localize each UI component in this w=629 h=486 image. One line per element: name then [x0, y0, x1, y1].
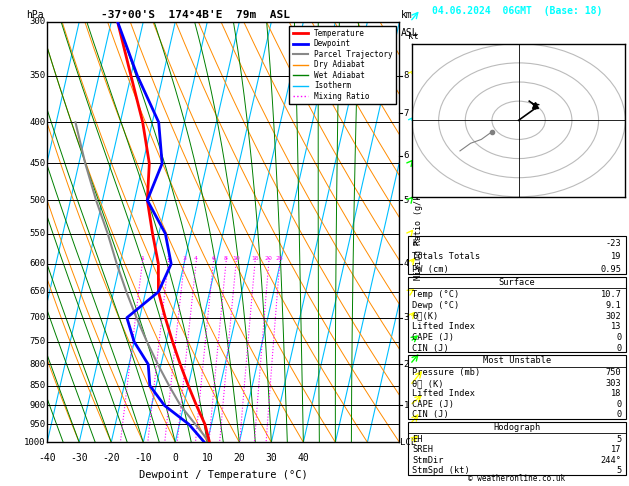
Text: 300: 300	[30, 17, 45, 26]
Text: 1: 1	[404, 401, 409, 410]
Text: 9.1: 9.1	[606, 301, 621, 310]
Text: 750: 750	[30, 337, 45, 347]
Text: 550: 550	[30, 229, 45, 238]
Text: Lifted Index: Lifted Index	[413, 389, 476, 399]
Text: Temp (°C): Temp (°C)	[413, 290, 460, 299]
Text: Dewpoint / Temperature (°C): Dewpoint / Temperature (°C)	[139, 469, 308, 480]
Text: Mixing Ratio (g/kg): Mixing Ratio (g/kg)	[415, 185, 423, 279]
Text: StmSpd (kt): StmSpd (kt)	[413, 466, 470, 475]
Text: -37°00'S  174°4B'E  79m  ASL: -37°00'S 174°4B'E 79m ASL	[101, 10, 289, 20]
Text: kt: kt	[408, 32, 418, 41]
Text: 2: 2	[404, 360, 409, 369]
Text: 3: 3	[404, 313, 409, 322]
Text: 10: 10	[232, 256, 240, 260]
Text: 350: 350	[30, 71, 45, 80]
Text: -20: -20	[103, 453, 120, 463]
Text: 0: 0	[616, 400, 621, 409]
Text: 302: 302	[606, 312, 621, 321]
Text: 8: 8	[404, 71, 409, 80]
Text: © weatheronline.co.uk: © weatheronline.co.uk	[469, 474, 565, 483]
Text: 303: 303	[606, 379, 621, 388]
Text: 800: 800	[30, 360, 45, 369]
Text: 0: 0	[616, 333, 621, 342]
Text: 850: 850	[30, 381, 45, 390]
Text: 3: 3	[182, 256, 186, 260]
Text: 450: 450	[30, 159, 45, 168]
Text: StmDir: StmDir	[413, 456, 444, 465]
Text: -30: -30	[70, 453, 88, 463]
Bar	[408, 236, 626, 274]
Text: 10: 10	[201, 453, 213, 463]
Text: 600: 600	[30, 260, 45, 268]
Bar	[408, 277, 626, 352]
Text: Hodograph: Hodograph	[493, 423, 541, 432]
Text: CIN (J): CIN (J)	[413, 411, 449, 419]
Text: 04.06.2024  06GMT  (Base: 18): 04.06.2024 06GMT (Base: 18)	[432, 6, 602, 16]
Text: 40: 40	[298, 453, 309, 463]
Text: ASL: ASL	[401, 28, 419, 38]
Text: 0: 0	[616, 411, 621, 419]
Text: 4: 4	[404, 260, 409, 268]
Text: 5: 5	[404, 196, 409, 205]
Text: 7: 7	[404, 109, 409, 118]
Text: 15: 15	[251, 256, 259, 260]
Text: 4: 4	[194, 256, 198, 260]
Text: 5: 5	[616, 466, 621, 475]
Text: 6: 6	[211, 256, 215, 260]
Text: 13: 13	[611, 322, 621, 331]
Text: 950: 950	[30, 420, 45, 429]
Text: CAPE (J): CAPE (J)	[413, 400, 454, 409]
Text: 1: 1	[140, 256, 144, 260]
Text: 0: 0	[616, 344, 621, 353]
Text: 500: 500	[30, 196, 45, 205]
Text: θᴇ (K): θᴇ (K)	[413, 379, 444, 388]
Text: SREH: SREH	[413, 445, 433, 454]
Text: 244°: 244°	[601, 456, 621, 465]
Text: 20: 20	[265, 256, 272, 260]
Text: 10.7: 10.7	[601, 290, 621, 299]
Text: -10: -10	[135, 453, 152, 463]
Text: PW (cm): PW (cm)	[413, 264, 449, 274]
Text: hPa: hPa	[26, 10, 43, 20]
Text: Most Unstable: Most Unstable	[483, 356, 551, 365]
Text: 6: 6	[404, 151, 409, 160]
Text: 400: 400	[30, 118, 45, 127]
Text: 0.95: 0.95	[601, 264, 621, 274]
Text: 20: 20	[233, 453, 245, 463]
Text: 900: 900	[30, 401, 45, 410]
Text: Surface: Surface	[499, 278, 535, 287]
Text: Pressure (mb): Pressure (mb)	[413, 368, 481, 378]
Text: 5: 5	[616, 435, 621, 444]
Text: Lifted Index: Lifted Index	[413, 322, 476, 331]
Bar	[408, 355, 626, 419]
Text: EH: EH	[413, 435, 423, 444]
Text: 25: 25	[276, 256, 284, 260]
Text: 0: 0	[172, 453, 178, 463]
Text: km: km	[401, 10, 413, 20]
Text: 8: 8	[224, 256, 228, 260]
Text: CIN (J): CIN (J)	[413, 344, 449, 353]
Text: Totals Totals: Totals Totals	[413, 252, 481, 261]
Text: 650: 650	[30, 287, 45, 296]
Legend: Temperature, Dewpoint, Parcel Trajectory, Dry Adiabat, Wet Adiabat, Isotherm, Mi: Temperature, Dewpoint, Parcel Trajectory…	[289, 26, 396, 104]
Text: 750: 750	[606, 368, 621, 378]
Text: Dewp (°C): Dewp (°C)	[413, 301, 460, 310]
Text: 18: 18	[611, 389, 621, 399]
Text: -23: -23	[606, 239, 621, 248]
Text: 17: 17	[611, 445, 621, 454]
Text: 1000: 1000	[24, 438, 45, 447]
Text: 2: 2	[166, 256, 170, 260]
Text: 19: 19	[611, 252, 621, 261]
Text: θᴇ(K): θᴇ(K)	[413, 312, 438, 321]
Text: 700: 700	[30, 313, 45, 322]
Text: LCL: LCL	[400, 438, 416, 447]
Text: -40: -40	[38, 453, 56, 463]
Text: K: K	[413, 239, 418, 248]
Text: CAPE (J): CAPE (J)	[413, 333, 454, 342]
Bar	[408, 422, 626, 475]
Text: 30: 30	[265, 453, 277, 463]
